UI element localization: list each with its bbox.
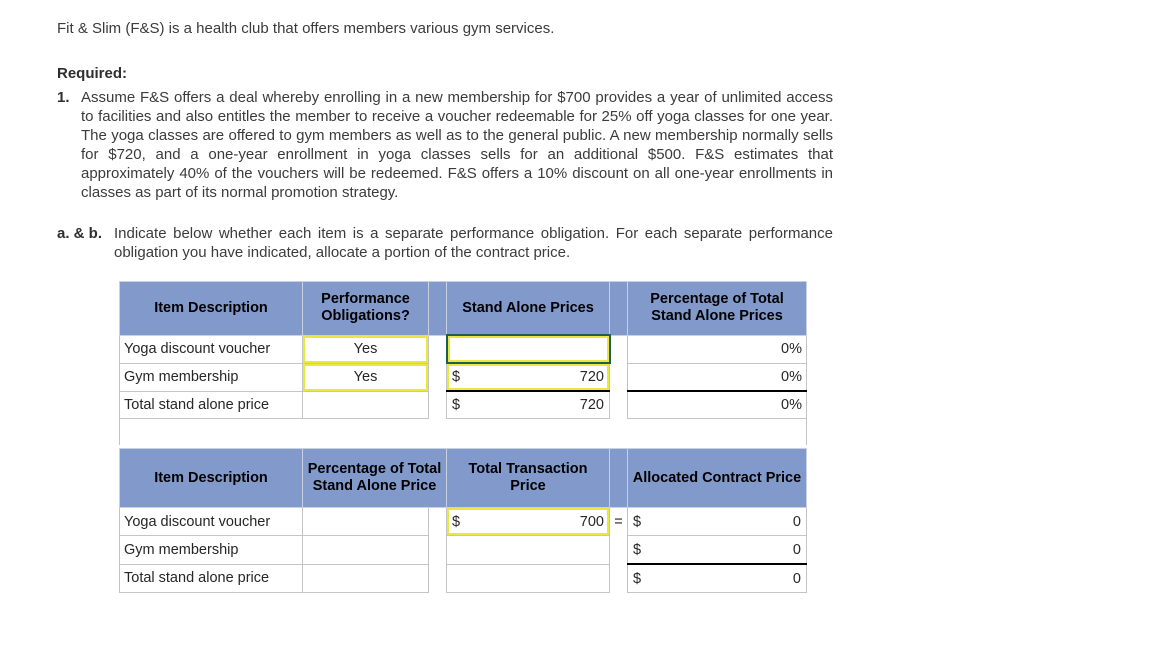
ab-label: a. & b. [57,225,103,242]
price-input-gym-membership[interactable]: $ 720 [446,362,610,392]
blank-cell [609,418,628,445]
required-heading: Required: [57,65,128,82]
allocated-contract-price-table: Item Description Percentage of Total Sta… [119,448,807,593]
table1-blank-row [119,418,807,445]
allocated-yoga-value: 0 [792,513,801,530]
table1-header-row: Item Description Performance Obligations… [119,281,807,336]
table2-header-total-transaction-price: Total Transaction Price [446,448,610,508]
blank-cell [446,418,610,445]
table2-eq-spacer [610,536,628,565]
table1-item-yoga-voucher: Yoga discount voucher [119,334,303,364]
table1-header-performance-obligations: Performance Obligations? [302,281,429,336]
table1-spacer [609,391,628,419]
po-dropdown-gym-membership[interactable]: Yes [302,362,429,392]
table2-spacer [428,564,447,593]
total-price-currency: $ [452,397,461,413]
instruction-item-1: 1. Assume F&S offers a deal whereby enro… [57,88,833,202]
allocated-total-value: 0 [792,570,801,587]
po-dropdown-yoga-voucher[interactable]: Yes [302,334,429,364]
table1-row-gym-membership: Gym membership Yes $ 720 0% [119,362,807,392]
instruction-ab: a. & b. Indicate below whether each item… [57,224,833,262]
table1-item-total: Total stand alone price [119,390,303,419]
pct-input-yoga-voucher [302,507,429,536]
allocated-gym-value: 0 [792,541,801,558]
table2-header-allocated-contract-price: Allocated Contract Price [627,448,807,508]
transaction-price-input[interactable]: $ 700 [446,507,610,536]
allocated-total-currency: $ [633,570,642,587]
table2-item-total: Total stand alone price [119,563,303,593]
transaction-price-value: 700 [579,513,604,530]
allocated-yoga-currency: $ [633,513,642,530]
ab-text: Indicate below whether each item is a se… [114,225,833,261]
table2-row-total: Total stand alone price $ 0 [119,563,807,593]
table2-header-row: Item Description Percentage of Total Sta… [119,448,807,508]
po-dropdown-yoga-voucher-value[interactable]: Yes [303,335,428,363]
table2-header-item-description: Item Description [119,448,303,508]
table1-header-stand-alone-prices: Stand Alone Prices [446,281,610,336]
table1-spacer [609,363,628,391]
table1-item-gym-membership: Gym membership [119,362,303,392]
problem-page: Fit & Slim (F&S) is a health club that o… [57,19,857,593]
po-dropdown-gym-membership-value[interactable]: Yes [303,363,428,391]
table1-total-po-empty [302,390,429,419]
pct-yoga-voucher: 0% [627,334,807,364]
table2-eq-spacer [610,564,628,593]
total-stand-alone-price-cell: $ 720 [446,390,610,419]
price-input-yoga-voucher[interactable] [445,334,611,364]
allocated-price-gym-membership: $ 0 [627,535,807,565]
table1-row-yoga-voucher: Yoga discount voucher Yes 0% [119,334,807,364]
pct-gym-membership: 0% [627,362,807,392]
answer-tables: Item Description Performance Obligations… [119,281,857,593]
blank-cell [428,418,447,445]
table2-spacer [428,507,447,536]
table2-spacer [428,535,447,564]
table1-header-spacer-2 [609,281,628,336]
item-1-text: Assume F&S offers a deal whereby enrolli… [81,89,833,201]
blank-cell [119,418,303,445]
table1-row-total: Total stand alone price $ 720 0% [119,390,807,419]
table2-header-spacer [609,448,628,508]
table1-header-percentage-total: Percentage of Total Stand Alone Prices [627,281,807,336]
table1-header-item-description: Item Description [119,281,303,336]
table2-row-yoga-voucher: Yoga discount voucher $ 700 = $ 0 [119,507,807,536]
allocated-price-total: $ 0 [627,563,807,593]
intro-text: Fit & Slim (F&S) is a health club that o… [57,20,555,37]
total-price-value: 720 [579,397,604,413]
price-input-gym-currency: $ [452,369,461,385]
pct-total-empty [302,563,429,593]
table2-header-percentage-total: Percentage of Total Stand Alone Price [302,448,447,508]
table2-item-gym-membership: Gym membership [119,535,303,565]
stand-alone-prices-table: Item Description Performance Obligations… [119,281,807,445]
pct-input-gym-membership [302,535,429,565]
blank-cell [627,418,807,445]
table2-item-yoga-voucher: Yoga discount voucher [119,507,303,536]
allocated-price-yoga-voucher: $ 0 [627,507,807,536]
price-input-gym-value: 720 [579,369,604,385]
item-1-number: 1. [57,89,70,106]
table1-spacer [428,391,447,419]
transaction-price-currency: $ [452,513,461,530]
table1-spacer [428,335,447,363]
table1-spacer [428,363,447,391]
table1-spacer [609,335,628,363]
blank-cell [302,418,429,445]
transaction-price-total-empty [446,563,610,593]
transaction-price-gym-empty [446,535,610,565]
allocated-gym-currency: $ [633,541,642,558]
table2-row-gym-membership: Gym membership $ 0 [119,535,807,565]
equals-sign: = [614,513,623,530]
pct-total: 0% [627,390,807,419]
table1-header-spacer-1 [428,281,447,336]
